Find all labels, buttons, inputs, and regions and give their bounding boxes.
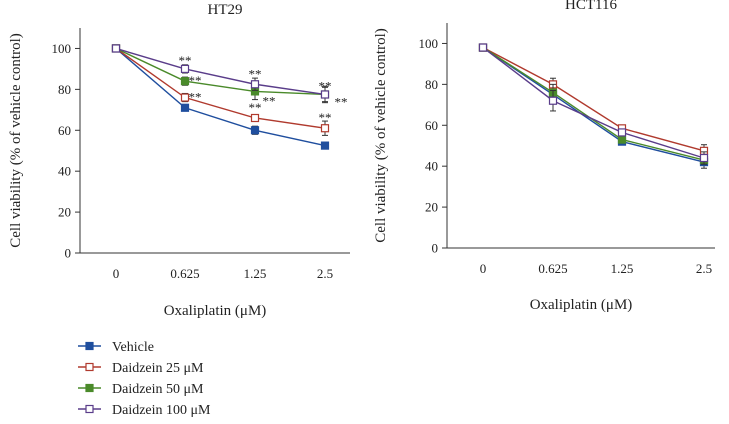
x-tick-label: 0	[113, 266, 120, 281]
data-point	[180, 93, 190, 102]
y-tick-label: 80	[58, 82, 71, 97]
legend-label: Daidzein 25 μM	[112, 361, 204, 376]
significance-label: **	[263, 93, 276, 108]
x-axis-label: Oxaliplatin (μM)	[530, 297, 633, 313]
legend-label: Vehicle	[112, 340, 154, 355]
y-tick-label: 0	[432, 241, 439, 256]
y-tick-label: 100	[52, 41, 72, 56]
data-point	[617, 135, 627, 144]
y-tick-label: 40	[58, 164, 71, 179]
data-point	[320, 90, 330, 99]
legend-marker	[85, 341, 94, 351]
data-point	[548, 96, 558, 105]
legend-marker	[85, 383, 94, 393]
y-tick-label: 40	[425, 159, 438, 174]
y-tick-label: 20	[58, 205, 71, 220]
data-point	[320, 141, 330, 150]
series-line	[115, 47, 326, 96]
legend-marker	[85, 404, 94, 414]
series-line	[115, 47, 326, 147]
significance-label: **	[335, 94, 348, 109]
x-tick-label: 2.5	[696, 261, 712, 276]
y-tick-label: 80	[425, 77, 438, 92]
significance-label: **	[189, 73, 202, 88]
y-axis-label: Cell viability (% of vehicle control)	[373, 28, 389, 243]
y-tick-label: 60	[425, 118, 438, 133]
x-tick-label: 0.625	[170, 266, 199, 281]
series-2	[478, 43, 709, 158]
series-1	[111, 44, 330, 150]
significance-label: **	[179, 53, 192, 68]
series-line	[482, 46, 705, 152]
data-point	[478, 43, 488, 52]
x-tick-label: 2.5	[317, 266, 333, 281]
data-point	[250, 113, 260, 123]
series-line	[482, 46, 705, 159]
legend: Vehicle Daidzein 25 μM Daidzein 50 μM Daidz…	[78, 340, 211, 418]
series-3	[478, 43, 709, 165]
legend-item: Daidzein 100 μM	[78, 403, 211, 418]
significance-label: **	[249, 100, 262, 115]
series-4	[111, 44, 330, 103]
series-line	[115, 47, 326, 96]
legend-item: Vehicle	[78, 340, 154, 355]
x-tick-label: 0	[480, 261, 487, 276]
data-point	[320, 124, 330, 133]
y-axis-label: Cell viability (% of vehicle control)	[8, 33, 24, 248]
data-point	[111, 44, 121, 53]
legend-label: Daidzein 50 μM	[112, 382, 204, 397]
series-line	[482, 46, 705, 163]
legend-marker	[85, 362, 94, 372]
legend-label: Daidzein 100 μM	[112, 403, 211, 418]
x-tick-label: 1.25	[244, 266, 267, 281]
significance-label: **	[249, 66, 262, 81]
significance-label: **	[319, 78, 332, 93]
series-4	[478, 43, 709, 165]
y-tick-label: 0	[65, 246, 72, 261]
legend-item: Daidzein 25 μM	[78, 361, 204, 376]
x-tick-label: 1.25	[611, 261, 634, 276]
y-tick-label: 100	[419, 36, 439, 51]
x-tick-label: 0.625	[538, 261, 567, 276]
x-axis-label: Oxaliplatin (μM)	[164, 303, 267, 319]
series-line	[115, 47, 326, 129]
y-tick-label: 20	[425, 200, 438, 215]
series-1	[478, 43, 709, 169]
chart-panel-2: 0 20 40 60 80 100 0 0.625 1.25 2.5 HCT116 Oxaliplat…	[373, 0, 715, 313]
data-point	[180, 103, 190, 112]
data-point	[699, 153, 709, 163]
data-point	[250, 126, 260, 135]
chart-title: HT29	[208, 2, 243, 18]
data-point	[180, 64, 190, 74]
y-tick-label: 60	[58, 123, 71, 138]
legend-item: Daidzein 50 μM	[78, 382, 204, 397]
significance-label: **	[319, 110, 332, 125]
chart-panel-1: 0 20 40 60 80 100 0 0.625 1.25 2.5 HT29 Oxaliplatin…	[8, 2, 350, 319]
data-point	[250, 80, 260, 89]
significance-label: **	[189, 90, 202, 105]
data-point	[180, 77, 190, 86]
data-point	[617, 128, 627, 137]
chart-title: HCT116	[565, 0, 617, 13]
